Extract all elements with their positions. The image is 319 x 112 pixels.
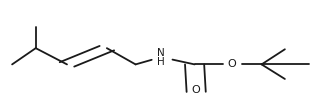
Text: H: H bbox=[157, 57, 165, 67]
Text: O: O bbox=[228, 59, 237, 69]
Text: O: O bbox=[192, 85, 201, 95]
Text: N: N bbox=[157, 48, 165, 58]
